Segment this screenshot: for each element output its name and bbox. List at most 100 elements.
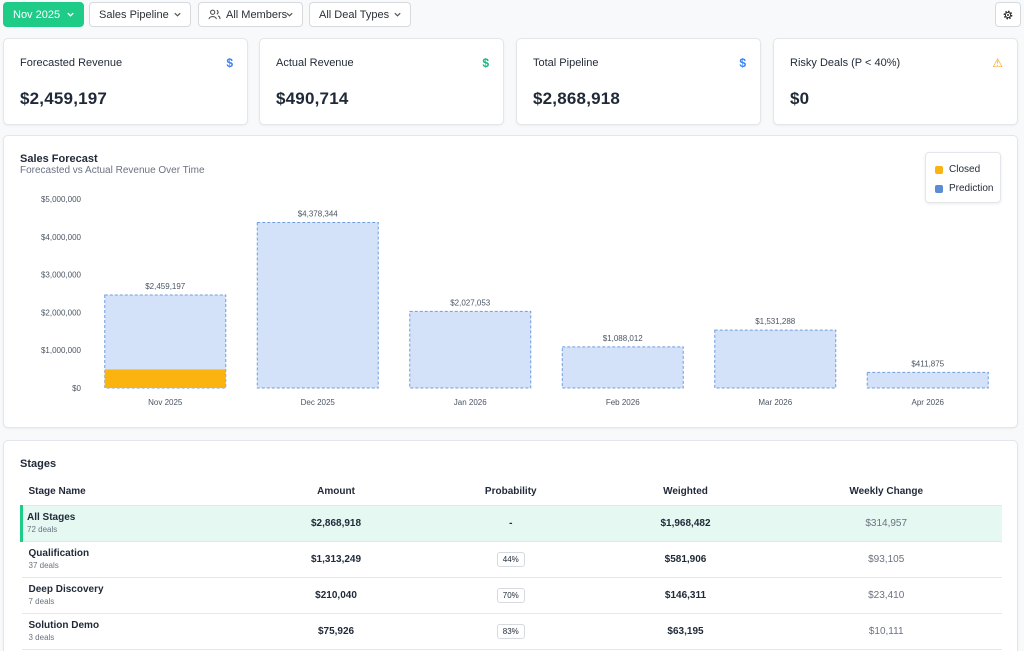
dollar-icon: $ [482,56,489,70]
y-tick-label: $5,000,000 [41,195,82,204]
members-dropdown-label: All Members [226,8,288,21]
table-header-row: Stage Name Amount Probability Weighted W… [21,479,1002,506]
chart-title: Sales Forecast [20,153,98,165]
weekly-change-cell: $314,957 [770,505,1002,542]
kpi-label: Total Pipeline [533,57,599,69]
stage-name-cell: All Stages 72 deals [20,505,252,542]
amount-cell: $210,040 [251,577,421,614]
pipeline-dropdown-label: Sales Pipeline [99,8,169,21]
amount-cell: $2,868,918 [251,505,421,542]
kpi-card-forecasted-revenue: Forecasted Revenue $ $2,459,197 [3,38,248,125]
stage-name-cell: Qualification 37 deals [21,541,252,578]
probability-cell: - [420,505,601,542]
stage-name: Solution Demo [28,620,100,631]
y-tick-label: $1,000,000 [41,346,82,355]
bar-total-label: $1,531,288 [755,317,796,326]
deal-types-dropdown-label: All Deal Types [319,8,390,21]
chevron-down-icon [67,12,74,17]
stage-name-cell: Solution Demo 3 deals [21,613,252,650]
stages-table: Stage Name Amount Probability Weighted W… [20,479,1002,650]
warning-icon: ⚠ [992,56,1003,70]
kpi-label: Risky Deals (P < 40%) [790,57,901,69]
stage-name-cell: Deep Discovery 7 deals [21,577,252,614]
prediction-bar [714,329,837,389]
probability-badge: 70% [496,587,525,603]
table-row[interactable]: Qualification 37 deals $1,313,249 44% $5… [21,541,1002,578]
kpi-card-actual-revenue: Actual Revenue $ $490,714 [259,38,504,125]
bar-total-label: $1,088,012 [603,334,644,343]
probability-badge: 44% [496,551,525,567]
weekly-change-cell: $23,410 [770,577,1002,614]
filter-toolbar: Nov 2025 Sales Pipeline All Members All … [3,2,1021,28]
x-tick-label: Mar 2026 [758,398,792,407]
prediction-bar [409,310,532,389]
stage-name: Deep Discovery [28,584,104,595]
table-row[interactable]: Deep Discovery 7 deals $210,040 70% $146… [21,577,1002,614]
weighted-cell: $63,195 [600,613,771,650]
members-dropdown[interactable]: All Members [198,2,303,27]
sales-forecast-chart: $0 $1,000,000 $2,000,000 $3,000,000 $4,000,0… [41,195,989,407]
weekly-change-cell: $93,105 [770,541,1002,578]
prediction-bar [866,371,989,389]
column-header-amount[interactable]: Amount [251,479,421,506]
period-dropdown-label: Nov 2025 [13,8,61,21]
deal-count: 3 deals [28,633,55,642]
closed-bar [104,369,226,388]
table-row[interactable]: Solution Demo 3 deals $75,926 83% $63,19… [21,613,1002,650]
legend-item-closed[interactable]: Closed [935,164,980,175]
chevron-down-icon [286,12,293,17]
x-tick-label: Feb 2026 [606,398,640,407]
column-header-weighted[interactable]: Weighted [600,479,771,506]
people-icon [208,9,221,20]
gear-icon [1003,10,1013,19]
chart-subtitle: Forecasted vs Actual Revenue Over Time [20,165,205,176]
legend-swatch [935,184,943,193]
column-header-stage-name[interactable]: Stage Name [21,479,252,506]
kpi-label: Forecasted Revenue [20,57,123,69]
settings-button[interactable] [995,2,1021,27]
period-dropdown[interactable]: Nov 2025 [3,2,84,27]
sales-forecast-card: Sales Forecast Forecasted vs Actual Reve… [3,135,1018,428]
deal-count: 7 deals [28,597,55,606]
probability-cell: 70% [420,577,601,614]
probability-cell: 44% [420,541,601,578]
weighted-cell: $1,968,482 [600,505,771,542]
dollar-icon: $ [739,56,746,70]
dollar-icon: $ [226,56,233,70]
bar-total-label: $2,459,197 [145,282,186,291]
y-tick-label: $2,000,000 [41,308,82,317]
chevron-down-icon [174,12,181,17]
column-header-weekly-change[interactable]: Weekly Change [770,479,1002,506]
probability-badge: 83% [496,623,525,639]
deal-types-dropdown[interactable]: All Deal Types [309,2,411,27]
prediction-bar [561,346,684,389]
amount-cell: $1,313,249 [251,541,421,578]
kpi-value: $0 [790,89,810,108]
kpi-value: $2,459,197 [20,89,108,108]
weekly-change-cell: $10,111 [770,613,1002,650]
legend-item-prediction[interactable]: Prediction [935,183,993,194]
kpi-value: $2,868,918 [533,89,621,108]
legend-label: Closed [949,164,981,175]
x-tick-label: Nov 2025 [148,398,183,407]
deal-count: 37 deals [28,561,59,570]
kpi-card-total-pipeline: Total Pipeline $ $2,868,918 [516,38,761,125]
deal-count: 72 deals [27,525,58,534]
kpi-card-risky-deals: Risky Deals (P < 40%) ⚠ $0 [773,38,1018,125]
kpi-label: Actual Revenue [276,57,354,69]
y-tick-label: $4,000,000 [41,233,82,242]
prediction-bar [256,221,379,389]
x-tick-label: Jan 2026 [454,398,487,407]
column-header-probability[interactable]: Probability [420,479,601,506]
x-tick-label: Dec 2025 [301,398,336,407]
bar-total-label: $411,875 [911,359,944,368]
stage-name: All Stages [27,512,76,523]
table-row[interactable]: All Stages 72 deals $2,868,918 - $1,968,… [20,505,1002,542]
stages-title: Stages [20,458,57,470]
pipeline-dropdown[interactable]: Sales Pipeline [89,2,191,27]
stages-card: Stages Stage Name Amount Probability Wei… [3,440,1018,651]
bar-total-label: $4,378,344 [298,209,339,218]
kpi-value: $490,714 [276,89,349,108]
x-tick-label: Apr 2026 [912,398,945,407]
weighted-cell: $146,311 [600,577,771,614]
